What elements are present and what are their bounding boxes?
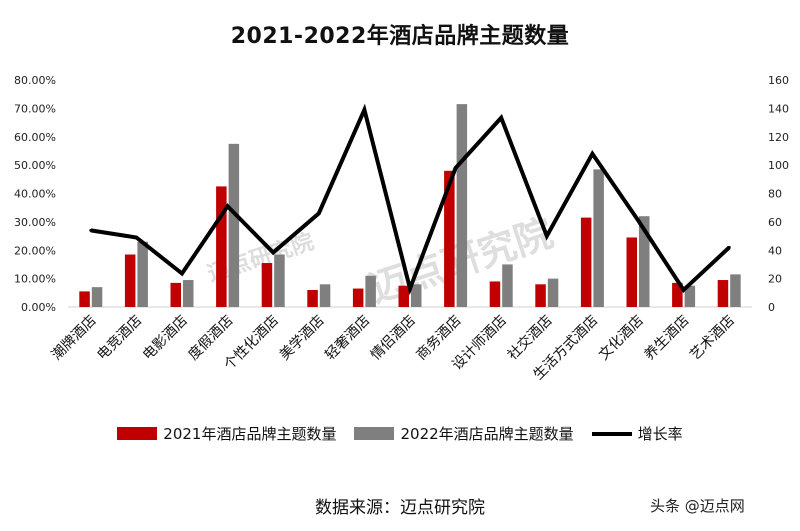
y-right-tick-label: 0	[768, 301, 775, 314]
growth-rate-point	[317, 211, 321, 215]
chart-title: 2021-2022年酒店品牌主题数量	[230, 24, 570, 49]
growth-rate-point	[89, 228, 93, 232]
y-left-tick-label: 20.00%	[14, 244, 56, 257]
y-left-tick-label: 0.00%	[21, 301, 56, 314]
legend-swatch-2021	[117, 427, 158, 440]
bar-2022	[228, 143, 240, 307]
bar-2022	[183, 280, 194, 307]
bar-2022	[684, 285, 696, 307]
growth-rate-point	[727, 245, 731, 249]
growth-rate-point	[134, 235, 138, 239]
y-right-tick-label: 80	[768, 188, 782, 201]
legend-label-2022: 2022年酒店品牌主题数量	[400, 425, 574, 443]
legend-item-growth: 增长率	[591, 423, 683, 444]
y-left-tick-label: 80.00%	[14, 74, 56, 87]
y-right-tick-label: 140	[768, 102, 789, 115]
legend-item-2021: 2021年酒店品牌主题数量	[117, 423, 336, 444]
bar-2022	[456, 104, 468, 308]
bar-2022	[274, 254, 285, 307]
y-left-tick-label: 30.00%	[14, 216, 56, 229]
bar-2021	[307, 289, 318, 307]
y-right-tick-label: 120	[768, 131, 789, 144]
y-left-tick-label: 50.00%	[14, 159, 56, 172]
bar-2021	[216, 186, 227, 307]
bar-2022	[593, 169, 604, 307]
bar-2021	[398, 285, 409, 307]
y-left-tick-label: 40.00%	[14, 188, 56, 201]
combo-chart: 0.00% 10.00% 20.00% 30.00% 40.00% 50.00% 60.00…	[14, 74, 789, 383]
bar-2021	[170, 282, 181, 307]
growth-rate-point	[636, 218, 640, 222]
bar-2022	[639, 216, 650, 307]
growth-rate-point	[545, 234, 549, 238]
growth-rate-point	[408, 287, 412, 291]
bar-2021	[444, 170, 455, 307]
bar-2022	[411, 284, 422, 307]
y-right-tick-label: 20	[768, 273, 782, 286]
legend-label-2021: 2021年酒店品牌主题数量	[163, 425, 337, 443]
bar-2021	[535, 284, 546, 307]
bar-2021	[124, 254, 136, 307]
growth-rate-point	[454, 166, 458, 170]
x-tick-label: 美学酒店	[277, 313, 328, 364]
x-tick-label: 轻奢酒店	[322, 313, 373, 364]
growth-rate-point	[499, 116, 503, 120]
x-tick-label: 文化酒店	[596, 313, 647, 364]
growth-rate-point	[271, 251, 275, 255]
source-note: 数据来源：迈点研究院	[315, 498, 485, 518]
bar-2022	[502, 264, 513, 307]
bar-2021	[79, 291, 90, 307]
bar-2021	[261, 263, 273, 307]
growth-rate-point	[180, 272, 184, 276]
legend-item-2022: 2022年酒店品牌主题数量	[354, 423, 574, 444]
bar-2022	[137, 241, 148, 307]
legend: 2021年酒店品牌主题数量 2022年酒店品牌主题数量 增长率	[0, 423, 800, 444]
bar-2022	[91, 287, 103, 307]
y-right-tick-label: 60	[768, 216, 782, 229]
bar-2022	[730, 274, 741, 307]
bar-2022	[365, 275, 376, 307]
bar-2021	[352, 288, 364, 307]
x-tick-label: 潮牌酒店	[48, 312, 100, 364]
growth-rate-point	[362, 108, 366, 112]
growth-rate-point	[590, 152, 594, 156]
bar-2021	[717, 280, 729, 307]
growth-rate-point	[682, 288, 686, 292]
x-tick-label: 电竞酒店	[94, 312, 146, 364]
bar-2021	[672, 282, 683, 307]
bar-2021	[580, 217, 592, 307]
legend-swatch-growth	[591, 431, 632, 436]
y-left-tick-label: 10.00%	[14, 273, 56, 286]
bar-2021	[489, 281, 501, 307]
corner-watermark: 头条 @迈点网	[650, 497, 745, 515]
bar-2022	[319, 284, 331, 307]
y-right-tick-label: 100	[768, 159, 789, 172]
growth-rate-point	[226, 204, 230, 208]
x-tick-label: 电影酒店	[140, 313, 191, 364]
y-left-tick-label: 70.00%	[14, 102, 56, 115]
x-tick-label: 养生酒店	[642, 313, 693, 364]
y-right-tick-label: 40	[768, 244, 782, 257]
bar-2021	[626, 237, 637, 307]
legend-label-growth: 增长率	[637, 425, 683, 443]
x-tick-label: 情侣酒店	[368, 313, 419, 364]
y-right-tick-label: 160	[768, 74, 789, 87]
bar-2022	[547, 278, 559, 307]
y-left-tick-label: 60.00%	[14, 131, 56, 144]
legend-swatch-2022	[354, 427, 395, 440]
x-tick-label: 艺术酒店	[687, 313, 738, 364]
